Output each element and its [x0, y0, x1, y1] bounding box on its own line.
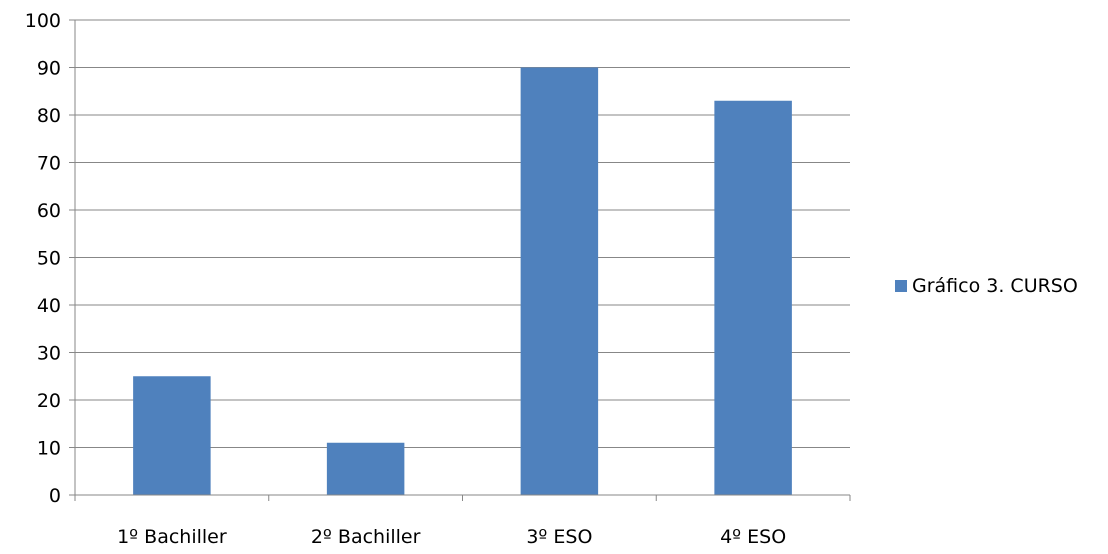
y-tick-label-90: 90	[37, 58, 61, 80]
x-tick-label-3: 3º ESO	[526, 526, 592, 548]
y-tick-label-20: 20	[37, 390, 61, 412]
x-tick-label-2: 2º Bachiller	[311, 526, 421, 548]
x-tick-label-4: 4º ESO	[720, 526, 786, 548]
bars	[133, 67, 792, 495]
x-tick-labels: 1º Bachiller 2º Bachiller 3º ESO 4º ESO	[117, 526, 786, 548]
y-tick-label-40: 40	[37, 295, 61, 317]
y-tick-label-60: 60	[37, 200, 61, 222]
bar-3	[520, 67, 599, 495]
bar-2	[326, 442, 405, 495]
x-tick-label-1: 1º Bachiller	[117, 526, 227, 548]
y-tick-label-50: 50	[37, 248, 61, 270]
legend-swatch	[895, 280, 907, 292]
y-tick-label-80: 80	[37, 105, 61, 127]
bar-1	[133, 376, 211, 495]
y-tick-label-100: 100	[25, 10, 61, 32]
y-tick-label-70: 70	[37, 153, 61, 175]
legend-label: Gráfico 3. CURSO	[912, 275, 1078, 297]
y-tick-label-0: 0	[49, 485, 61, 507]
y-tick-labels: 0 10 20 30 40 50 60 70 80 90 100	[25, 10, 61, 507]
axes	[69, 19, 851, 501]
bar-4	[714, 100, 792, 495]
y-tick-label-10: 10	[37, 438, 61, 460]
legend: Gráfico 3. CURSO	[895, 275, 1078, 297]
y-tick-label-30: 30	[37, 343, 61, 365]
